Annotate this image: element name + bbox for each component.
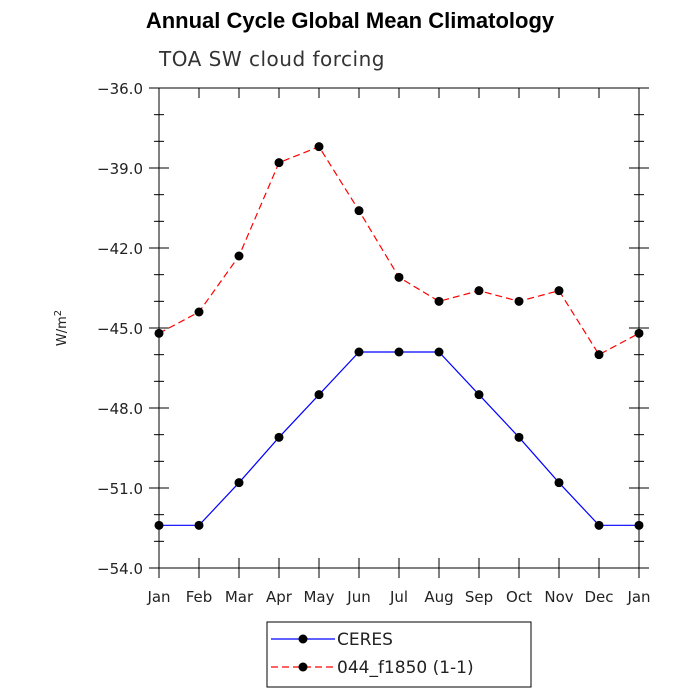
series-line-f1850	[158, 145, 640, 356]
x-tick-label: Jun	[346, 588, 370, 606]
data-point-f1850	[314, 142, 324, 152]
x-tick-label: Dec	[584, 588, 613, 606]
data-point-f1850	[194, 307, 204, 317]
data-point-f1850	[354, 206, 364, 216]
data-point-f1850	[514, 296, 524, 306]
data-point-ceres	[314, 390, 324, 400]
data-point-ceres	[634, 520, 644, 530]
y-axis-title: W/m2	[53, 310, 71, 346]
data-point-f1850	[394, 272, 404, 282]
data-point-ceres	[274, 432, 284, 442]
y-axis-title-superscript: 2	[53, 310, 64, 316]
y-tick-label: −51.0	[97, 480, 143, 498]
data-point-ceres	[474, 390, 484, 400]
x-tick-label: Jan	[146, 588, 170, 606]
data-point-ceres	[554, 478, 564, 488]
legend-box	[266, 621, 532, 688]
x-tick-label: Jul	[389, 588, 408, 606]
y-tick-label: −39.0	[97, 160, 143, 178]
data-point-ceres	[594, 520, 604, 530]
legend-marker-ceres	[298, 634, 308, 644]
data-point-ceres	[154, 520, 164, 530]
data-point-f1850	[234, 251, 244, 261]
x-tick-label: Mar	[225, 588, 254, 606]
y-tick-label: −42.0	[97, 240, 143, 258]
x-tick-label: Aug	[424, 588, 453, 606]
x-tick-label: Nov	[544, 588, 573, 606]
chart-subtitle: TOA SW cloud forcing	[159, 47, 385, 71]
data-point-f1850	[554, 286, 564, 296]
legend: CERES 044_f1850 (1-1)	[266, 621, 532, 688]
axis-layer: −54.0 −51.0 −48.0 −45.0 −42.0 −39.0 −36.0 Jan Fe…	[53, 80, 651, 606]
data-point-ceres	[394, 347, 404, 357]
y-tick-label: −36.0	[97, 80, 143, 98]
x-tick-label: Oct	[506, 588, 532, 606]
y-tick-label: −48.0	[97, 400, 143, 418]
data-point-ceres	[194, 520, 204, 530]
series-line-ceres	[159, 351, 639, 526]
x-tick-label: Jan	[626, 588, 650, 606]
series-layer	[154, 142, 644, 530]
data-point-f1850	[154, 328, 164, 338]
x-tick-label: Sep	[465, 588, 493, 606]
y-tick-label: −45.0	[97, 320, 143, 338]
data-point-f1850	[474, 286, 484, 296]
x-tick-label: May	[303, 588, 334, 606]
legend-marker-f1850	[298, 662, 308, 672]
data-point-f1850	[274, 158, 284, 168]
data-point-ceres	[354, 347, 364, 357]
y-tick-label: −54.0	[97, 560, 143, 578]
x-tick-label: Feb	[186, 588, 213, 606]
data-point-ceres	[514, 432, 524, 442]
legend-label-ceres: CERES	[337, 630, 393, 650]
x-tick-label: Apr	[266, 588, 293, 606]
data-point-ceres	[434, 347, 444, 357]
data-point-f1850	[634, 328, 644, 338]
data-point-ceres	[234, 478, 244, 488]
plot-frame	[158, 87, 640, 569]
legend-label-f1850: 044_f1850 (1-1)	[337, 658, 474, 678]
chart-title: Annual Cycle Global Mean Climatology	[145, 8, 555, 33]
data-point-f1850	[434, 296, 444, 306]
data-point-f1850	[594, 350, 604, 360]
